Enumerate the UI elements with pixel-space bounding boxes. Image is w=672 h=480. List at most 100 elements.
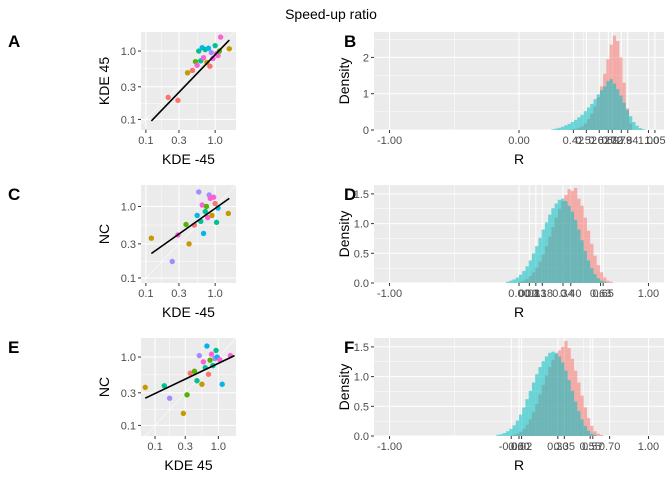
identity-line: [141, 185, 236, 283]
histogram-bar: [635, 125, 639, 130]
histogram-bar: [609, 281, 613, 283]
x-tick-label: -1.00: [377, 135, 402, 147]
histogram-bar: [599, 434, 604, 436]
histogram-bar: [583, 425, 587, 436]
histogram-bar: [570, 390, 575, 436]
histogram-bar: [564, 201, 568, 283]
scatter-point: [148, 235, 155, 241]
histogram-bar: [580, 240, 584, 283]
x-axis-title: R: [514, 457, 524, 473]
histogram-bar: [509, 280, 513, 283]
histogram-bar: [603, 86, 607, 130]
y-tick-label: 2: [363, 52, 369, 64]
scatter-point: [183, 221, 189, 228]
y-tick-label: 1.0: [354, 219, 369, 231]
panel-tag-b: B: [344, 32, 356, 51]
histogram-bar: [554, 352, 558, 436]
scatter-point: [212, 42, 218, 49]
y-axis-title: Density: [336, 58, 352, 105]
scatter-point: [200, 359, 207, 365]
histogram-bar: [506, 281, 510, 283]
histogram-bar: [544, 356, 549, 436]
histogram-bar: [544, 222, 549, 283]
histogram-bar: [596, 94, 600, 130]
x-tick-label: 0.3: [171, 135, 186, 147]
histogram-bar: [531, 382, 536, 436]
identity-line: [141, 32, 236, 125]
y-tick-label: 0: [363, 125, 369, 137]
histogram-bar: [531, 253, 536, 283]
histogram-bar: [612, 83, 617, 130]
histogram-bar: [541, 229, 545, 283]
plot-area: [374, 185, 664, 283]
histogram-bar: [632, 122, 636, 130]
x-tick-label: 0.62: [589, 135, 610, 147]
x-tick-label: 0.00: [508, 135, 529, 147]
x-tick-label: 0.1: [138, 135, 153, 147]
histogram-bar: [577, 117, 581, 130]
identity-line: [144, 338, 236, 436]
histogram-bar: [619, 57, 623, 130]
histogram-bar: [577, 411, 581, 436]
x-tick-label: 1.00: [638, 441, 659, 453]
x-axis-title: R: [514, 151, 524, 167]
histogram-bar: [574, 220, 578, 283]
x-tick-label: 1.05: [644, 135, 665, 147]
histogram-bar: [538, 237, 542, 283]
histogram-bar: [557, 356, 562, 436]
histogram-bar: [535, 246, 539, 283]
scatter-point: [184, 70, 191, 76]
histogram-bar: [502, 433, 507, 436]
histogram-bar: [567, 205, 571, 283]
histogram-bar: [564, 370, 568, 436]
histogram-bar: [551, 129, 555, 130]
y-tick-label: 0.5: [354, 401, 369, 413]
histogram-bar: [496, 434, 500, 436]
y-tick-label: 0.0: [354, 278, 369, 290]
x-tick-label: 0.35: [554, 441, 575, 453]
x-tick-label: 0.65: [592, 288, 613, 300]
histogram-bar: [603, 281, 607, 283]
histogram-bar: [554, 203, 558, 283]
x-tick-label: 1.00: [638, 135, 659, 147]
histogram-bar: [593, 99, 597, 130]
histogram-bar: [580, 419, 584, 436]
x-tick-label: 0.55: [579, 441, 600, 453]
histogram-bar: [525, 266, 529, 283]
scatter-point: [226, 46, 232, 52]
x-tick-label: 0.00: [508, 288, 529, 300]
scatter-point: [196, 352, 202, 359]
panel-tag-a: A: [8, 32, 20, 51]
plot-grid: A 0.1 0.3 1.0 0.1 0.3 1.0 KDE -45 KDE 45 B -1.00 0.…: [8, 32, 666, 473]
y-axis-title: NC: [96, 224, 112, 244]
histogram-bar: [557, 199, 562, 283]
scatter-point: [219, 381, 225, 387]
histogram-bar: [561, 362, 565, 436]
x-tick-label: 0.40: [560, 288, 581, 300]
x-tick-label: 0.18: [532, 288, 553, 300]
histogram-bar: [551, 208, 555, 283]
histogram-bar: [561, 198, 565, 283]
scatter-point: [210, 55, 216, 62]
x-tick-label: -1.00: [377, 288, 402, 300]
histogram-bar: [574, 401, 578, 436]
x-tick-label: 1.0: [211, 441, 226, 453]
histogram-bar: [599, 280, 604, 283]
scatter-point: [212, 200, 218, 207]
histogram-bar: [593, 431, 597, 436]
regression-line: [144, 354, 235, 399]
scatter-point: [200, 230, 207, 237]
x-tick-label: 0.13: [525, 288, 546, 300]
scatter-point: [204, 214, 211, 221]
scatter-point: [199, 381, 205, 387]
histogram-bar: [593, 274, 597, 283]
histogram-bar: [593, 255, 597, 283]
x-tick-label: 0.52: [576, 135, 597, 147]
y-tick-label: 0.3: [121, 82, 136, 94]
histogram-bar: [590, 268, 594, 283]
histogram-bar: [580, 395, 584, 436]
scatter-point: [186, 241, 192, 247]
histogram-bar: [593, 434, 597, 436]
histogram-bar: [519, 414, 523, 436]
